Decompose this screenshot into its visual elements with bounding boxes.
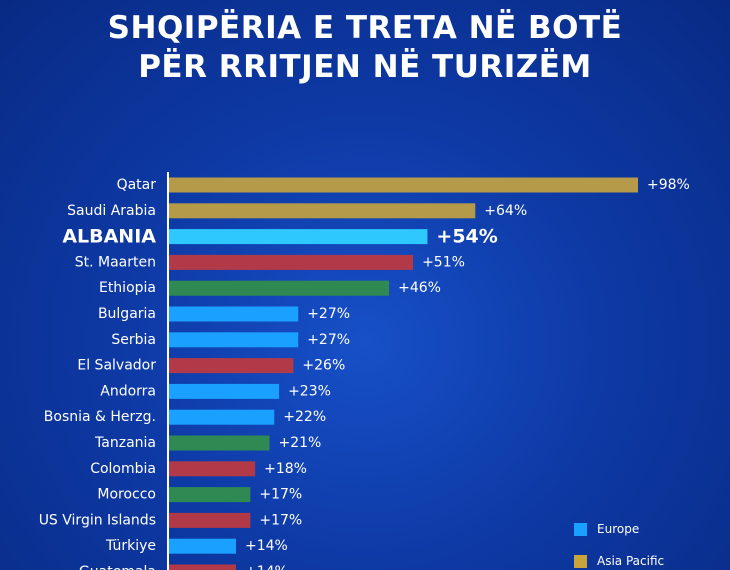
value-label-qatar: +98% — [647, 177, 690, 193]
value-label-st-maarten: +51% — [422, 254, 465, 270]
legend-item-europe: Europe — [574, 522, 639, 536]
bar-guatemala — [169, 564, 236, 570]
value-label-el-salvador: +26% — [302, 358, 345, 374]
value-label-morocco: +17% — [259, 487, 302, 503]
legend-swatch-europe — [574, 522, 587, 536]
category-label-us-virgin-islands: US Virgin Islands — [39, 512, 156, 528]
category-label-albania: ALBANIA — [62, 226, 156, 248]
category-label-colombia: Colombia — [90, 461, 156, 477]
value-label-andorra: +23% — [288, 383, 331, 399]
category-label-morocco: Morocco — [97, 487, 156, 503]
bar-tanzania — [169, 435, 270, 451]
bar-saudi-arabia — [169, 203, 476, 219]
bar-qatar — [169, 177, 638, 193]
value-label-serbia: +27% — [307, 332, 350, 348]
category-label-tanzania: Tanzania — [94, 435, 156, 451]
category-label-ethiopia: Ethiopia — [99, 280, 156, 296]
category-label-st-maarten: St. Maarten — [75, 254, 156, 270]
category-label-andorra: Andorra — [100, 383, 156, 399]
value-label-colombia: +18% — [264, 461, 307, 477]
bar-el-salvador — [169, 358, 294, 374]
value-label-albania: +54% — [436, 226, 497, 248]
category-label-t-rkiye: Türkiye — [105, 538, 156, 554]
bar-albania — [169, 229, 428, 245]
value-label-saudi-arabia: +64% — [484, 203, 527, 219]
value-label-us-virgin-islands: +17% — [259, 512, 302, 528]
value-label-ethiopia: +46% — [398, 280, 441, 296]
legend-swatch-asia-pacific — [574, 554, 587, 568]
legend-label-asia-pacific: Asia Pacific — [597, 554, 665, 568]
legend-label-europe: Europe — [597, 522, 640, 536]
bar-ethiopia — [169, 280, 390, 296]
bar-colombia — [169, 461, 256, 477]
value-label-t-rkiye: +14% — [245, 538, 288, 554]
category-label-saudi-arabia: Saudi Arabia — [67, 203, 156, 219]
legend-item-asia-pacific: Asia Pacific — [574, 554, 664, 568]
category-label-bulgaria: Bulgaria — [98, 306, 156, 322]
bar-us-virgin-islands — [169, 512, 251, 528]
category-label-el-salvador: El Salvador — [77, 358, 156, 374]
bar-t-rkiye — [169, 538, 236, 554]
chart-title-line-1: SHQIPËRIA E TRETA NË BOTË — [107, 10, 623, 46]
value-label-guatemala: +14% — [245, 564, 288, 570]
bar-st-maarten — [169, 254, 414, 270]
value-label-bulgaria: +27% — [307, 306, 350, 322]
value-label-tanzania: +21% — [279, 435, 322, 451]
chart-title-line-2: PËR RRITJEN NË TURIZËM — [138, 49, 592, 85]
bar-serbia — [169, 332, 299, 348]
category-label-qatar: Qatar — [117, 177, 157, 193]
bar-bosnia-herzg — [169, 409, 275, 425]
category-label-serbia: Serbia — [111, 332, 156, 348]
bar-morocco — [169, 487, 251, 503]
bar-bulgaria — [169, 306, 299, 322]
category-label-bosnia-herzg: Bosnia & Herzg. — [44, 409, 156, 425]
bar-andorra — [169, 383, 280, 399]
category-label-guatemala: Guatemala — [79, 564, 156, 570]
value-label-bosnia-herzg: +22% — [283, 409, 326, 425]
